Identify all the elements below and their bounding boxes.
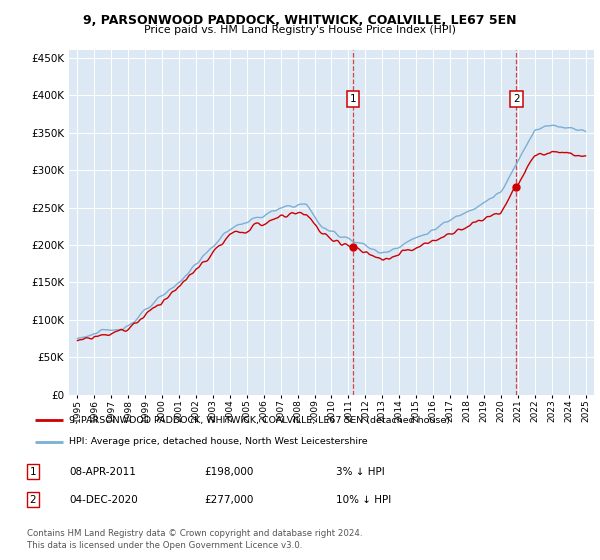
Text: 9, PARSONWOOD PADDOCK, WHITWICK, COALVILLE, LE67 5EN (detached house): 9, PARSONWOOD PADDOCK, WHITWICK, COALVIL…: [69, 416, 450, 424]
Text: 2: 2: [29, 494, 37, 505]
Text: 2: 2: [513, 94, 520, 104]
Text: 10% ↓ HPI: 10% ↓ HPI: [336, 494, 391, 505]
Text: £198,000: £198,000: [204, 466, 253, 477]
Text: £277,000: £277,000: [204, 494, 253, 505]
Text: Price paid vs. HM Land Registry's House Price Index (HPI): Price paid vs. HM Land Registry's House …: [144, 25, 456, 35]
Text: HPI: Average price, detached house, North West Leicestershire: HPI: Average price, detached house, Nort…: [69, 437, 367, 446]
Text: 3% ↓ HPI: 3% ↓ HPI: [336, 466, 385, 477]
Text: Contains HM Land Registry data © Crown copyright and database right 2024.
This d: Contains HM Land Registry data © Crown c…: [27, 529, 362, 550]
Text: 04-DEC-2020: 04-DEC-2020: [69, 494, 138, 505]
Text: 1: 1: [29, 466, 37, 477]
Text: 9, PARSONWOOD PADDOCK, WHITWICK, COALVILLE, LE67 5EN: 9, PARSONWOOD PADDOCK, WHITWICK, COALVIL…: [83, 14, 517, 27]
Text: 08-APR-2011: 08-APR-2011: [69, 466, 136, 477]
Text: 1: 1: [350, 94, 356, 104]
